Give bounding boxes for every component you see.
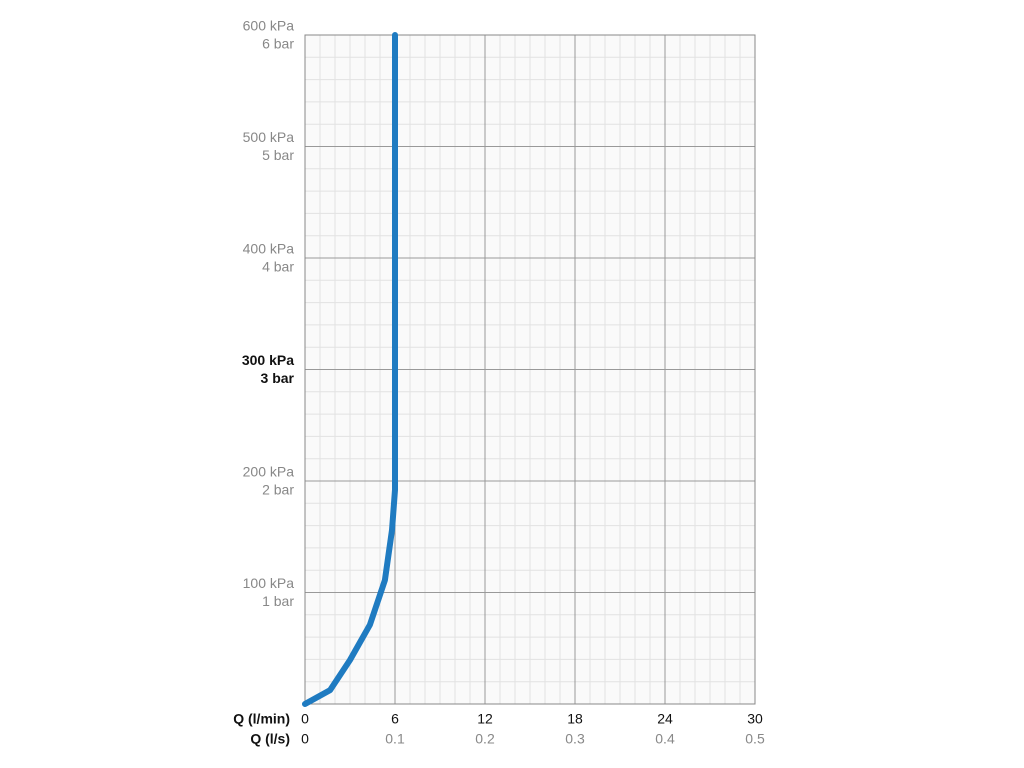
x-tick-label: 30: [747, 711, 763, 727]
x-tick-label: 6: [391, 711, 399, 727]
y-tick-label: 100 kPa: [243, 575, 295, 591]
flow-curve: [302, 32, 398, 707]
x-tick-label: 12: [477, 711, 493, 727]
x2-tick-label: 0.4: [655, 731, 675, 747]
x2-tick-label: 0.5: [745, 731, 765, 747]
y2-tick-label: 2 bar: [262, 482, 294, 498]
x-tick-label: 18: [567, 711, 583, 727]
x2-tick-label: 0.1: [385, 731, 405, 747]
x2-axis-label: Q (l/s): [250, 731, 290, 747]
x-tick-label: 0: [301, 711, 309, 727]
y2-tick-label: 3 bar: [261, 370, 295, 386]
x2-tick-label: 0.2: [475, 731, 495, 747]
y-tick-label: 600 kPa: [243, 18, 295, 34]
y-tick-label: 300 kPa: [242, 352, 294, 368]
x2-tick-label: 0.3: [565, 731, 585, 747]
y-tick-label: 400 kPa: [243, 241, 295, 257]
y2-tick-label: 6 bar: [262, 36, 294, 52]
x-axis-label: Q (l/min): [233, 711, 290, 727]
y2-tick-label: 1 bar: [262, 593, 294, 609]
y-tick-label: 500 kPa: [243, 129, 295, 145]
y2-tick-label: 5 bar: [262, 147, 294, 163]
x2-tick-label: 0: [301, 731, 309, 747]
y2-tick-label: 4 bar: [262, 259, 294, 275]
x-tick-label: 24: [657, 711, 673, 727]
plot-frame: [304, 34, 756, 705]
y-tick-label: 200 kPa: [243, 464, 295, 480]
